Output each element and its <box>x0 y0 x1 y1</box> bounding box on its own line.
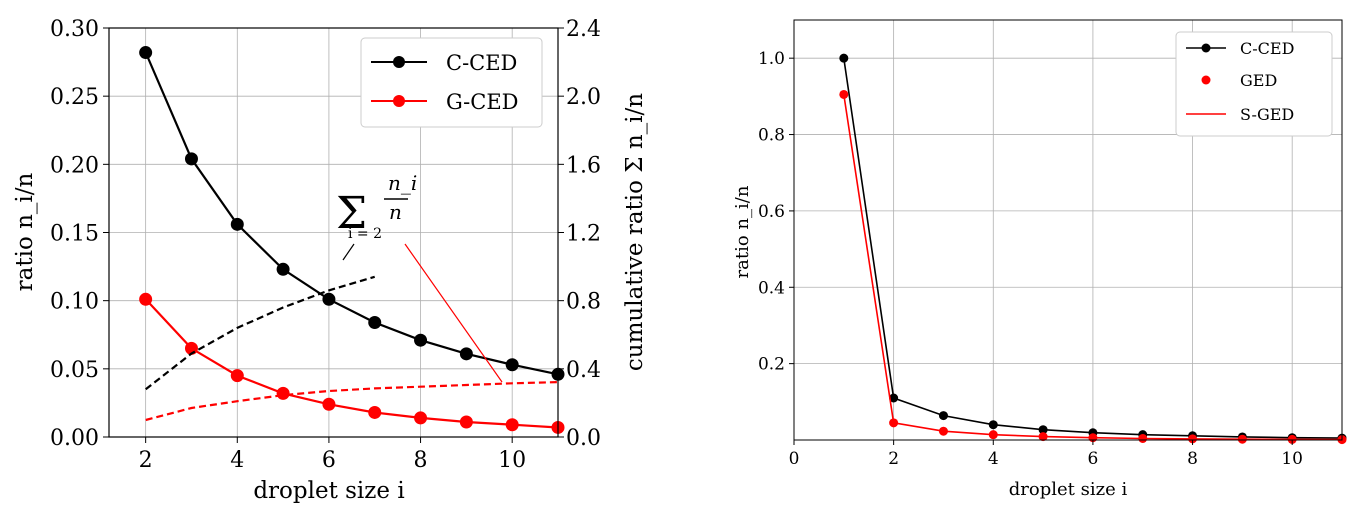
right-y2-tick-label: 0.8 <box>566 290 601 315</box>
right-axis-labels: droplet size i ratio n_i/n <box>732 185 1127 500</box>
right-y2-tick-label: 1.6 <box>566 153 601 178</box>
right-series-0-point <box>839 53 849 63</box>
left-x-tick-label: 8 <box>414 448 428 473</box>
annotation-arrow-black <box>342 243 355 261</box>
right-y-tick-label: 0.4 <box>758 278 785 298</box>
left-series-1-point <box>139 292 153 306</box>
right-series-1-point <box>839 89 849 99</box>
right-y2-tick-label: 1.2 <box>566 222 601 247</box>
legend-marker-c-ced-2 <box>1201 43 1211 53</box>
annotation-sum-symbol: Σ <box>336 188 367 239</box>
right-x-tick-label: 0 <box>789 449 800 469</box>
left-y-tick-label: 0.15 <box>50 222 99 247</box>
right-y-tick-label: 0.6 <box>758 202 785 222</box>
legend-marker-ged <box>1201 75 1211 85</box>
legend-label-g-ced: G-CED <box>446 90 519 114</box>
right-plot-border <box>793 19 1343 441</box>
right-x-tick-label: 6 <box>1087 449 1098 469</box>
right-y-tick-label: 0.8 <box>758 126 785 146</box>
left-legend-box <box>360 37 543 128</box>
right-y2-tick-label: 0.0 <box>566 426 601 451</box>
left-legend: C-CED G-CED <box>360 37 543 128</box>
left-series-line-0 <box>144 52 559 376</box>
left-series-0-point <box>414 333 428 347</box>
right-x-tick-label: 2 <box>888 449 899 469</box>
left-series-0-point <box>184 152 198 166</box>
left-series-1-point <box>230 369 244 383</box>
left-series-0-point <box>276 262 290 276</box>
left-y-tick-label: 0.25 <box>50 85 99 110</box>
left-x-tick-label: 2 <box>139 448 153 473</box>
right-legend: C-CED GED S-GED <box>1175 31 1333 137</box>
left-series-1-point <box>368 405 382 419</box>
left-series-0-point <box>505 358 519 372</box>
left-y-tick-label: 0.00 <box>50 426 99 451</box>
right-y-axis-label-2: ratio n_i/n <box>732 185 753 278</box>
annotation-denominator: n <box>389 200 402 224</box>
legend-label-ged: GED <box>1240 71 1277 90</box>
right-y-tick-label: 0.2 <box>758 355 785 375</box>
cumulative-annotation: Σ n_i n i = 2 <box>336 171 503 383</box>
left-series-1-point <box>459 415 473 429</box>
right-series-0-point <box>889 393 899 403</box>
left-y-tick-label: 0.20 <box>50 153 99 178</box>
left-x-tick-label: 6 <box>322 448 336 473</box>
legend-marker-c-ced <box>393 56 405 68</box>
right-series-0-point <box>988 420 998 430</box>
right-x-tick-label: 8 <box>1187 449 1198 469</box>
legend-label-s-ged: S-GED <box>1240 105 1294 124</box>
left-series-0-point <box>322 292 336 306</box>
right-y-axis-label: cumulative ratio Σ n_i/n <box>622 93 648 371</box>
annotation-numerator: n_i <box>388 171 417 195</box>
left-series-1-point <box>322 397 336 411</box>
right-chart-series <box>839 53 1347 445</box>
left-chart-ticks: 2 4 6 8 10 0.00 0.05 0.10 0.15 0.20 0.25 0.30 0.0 0.4… <box>50 17 601 473</box>
left-series-0-point <box>459 347 473 361</box>
left-chart-series <box>139 46 565 434</box>
left-x-axis-label: droplet size i <box>253 478 404 504</box>
left-series-1-point <box>414 411 428 425</box>
right-y2-tick-label: 0.4 <box>566 358 601 383</box>
right-series-0-point <box>1038 425 1048 435</box>
left-y-tick-label: 0.10 <box>50 290 99 315</box>
left-series-line-2 <box>145 275 376 391</box>
annotation-sum-sub: i = 2 <box>348 226 382 242</box>
right-y2-tick-label: 2.4 <box>566 17 601 42</box>
annotation-arrow-red <box>404 243 503 383</box>
right-x-tick-label: 10 <box>1281 449 1303 469</box>
left-x-tick-label: 10 <box>498 448 526 473</box>
left-y-tick-label: 0.30 <box>50 17 99 42</box>
left-series-line-3 <box>145 381 559 422</box>
legend-label-c-ced-2: C-CED <box>1240 39 1294 58</box>
left-axis-labels: droplet size i ratio n_i/n cumulative ra… <box>12 93 648 504</box>
right-legend-box <box>1175 31 1333 137</box>
left-series-1-point <box>276 386 290 400</box>
left-y-axis-label: ratio n_i/n <box>12 172 38 291</box>
left-series-0-point <box>368 315 382 329</box>
left-x-tick-label: 4 <box>230 448 244 473</box>
right-x-axis-label: droplet size i <box>1009 479 1128 500</box>
legend-label-c-ced: C-CED <box>446 51 517 75</box>
left-series-1-point <box>505 418 519 432</box>
left-y-tick-label: 0.05 <box>50 358 99 383</box>
left-series-0-point <box>230 217 244 231</box>
right-series-0-point <box>938 411 948 421</box>
right-y-tick-label: 1.0 <box>758 49 785 69</box>
right-chart-frame <box>793 19 1343 441</box>
right-chart-ticks: 0 2 4 6 8 10 0.2 0.4 0.6 0.8 1.0 <box>758 49 1303 469</box>
legend-marker-g-ced <box>393 95 405 107</box>
right-y2-tick-label: 2.0 <box>566 85 601 110</box>
left-series-0-point <box>139 46 153 60</box>
right-x-tick-label: 4 <box>988 449 999 469</box>
left-series-line-1 <box>144 298 559 429</box>
right-series-line-2 <box>843 94 1343 441</box>
